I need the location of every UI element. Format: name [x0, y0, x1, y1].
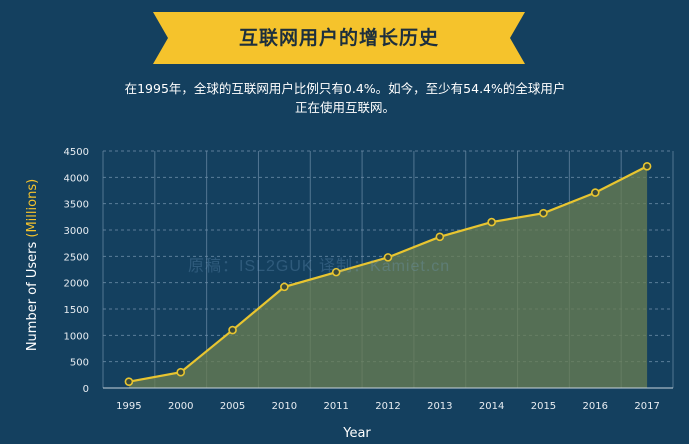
data-point: [383, 253, 393, 262]
y-tick-label: 1500: [64, 305, 89, 316]
y-tick-label: 2500: [64, 252, 89, 263]
x-tick-label: 2017: [634, 401, 659, 412]
chart-title: 互联网用户的增长历史: [238, 27, 439, 49]
data-point: [331, 267, 341, 277]
data-point: [487, 217, 496, 227]
watermark: 原稿：ISL2GUK 译制：Kamiet.cn: [188, 258, 451, 275]
y-tick-label: 4000: [64, 173, 89, 184]
series-area: [128, 166, 648, 388]
y-axis-title-main: Number of Users: [25, 238, 40, 352]
data-point: [228, 325, 237, 335]
data-point: [280, 282, 289, 292]
data-point: [124, 377, 134, 386]
x-tick-label: 2010: [272, 401, 297, 412]
y-tick-label: 0: [83, 384, 89, 395]
x-tick-label: 2000: [168, 401, 193, 412]
x-tick-label: 1995: [116, 401, 141, 412]
y-tick-label: 3000: [64, 226, 89, 237]
x-tick-label: 2012: [375, 401, 400, 412]
y-tick-label: 1000: [64, 331, 89, 342]
y-tick-label: 4500: [64, 147, 89, 158]
x-tick-label: 2013: [427, 401, 452, 412]
y-tick-label: 500: [70, 358, 89, 369]
y-tick-label: 3500: [64, 200, 89, 211]
data-point: [539, 208, 548, 218]
x-tick-label: 2011: [323, 401, 348, 412]
x-tick-label: 2005: [220, 401, 245, 412]
x-tick-label: 2016: [583, 401, 608, 412]
data-point: [435, 232, 445, 242]
y-axis-title: Number of Users (Millions): [25, 179, 40, 351]
data-point: [590, 188, 600, 197]
subtitle-line-1: 在1995年，全球的互联网用户比例只有0.4%。如今，至少有54.4%的全球用户: [124, 81, 566, 96]
x-axis-title: Year: [342, 426, 371, 441]
subtitle-line-2: 正在使用互联网。: [294, 100, 395, 115]
y-axis-title-unit: (Millions): [25, 179, 40, 238]
banner-ribbon-shape: [153, 12, 525, 64]
y-tick-label: 2000: [64, 279, 89, 290]
data-point: [642, 161, 652, 171]
x-tick-label: 2015: [531, 401, 556, 412]
title-banner: 互联网用户的增长历史: [153, 12, 525, 64]
data-point: [176, 367, 186, 377]
x-tick-label: 2014: [479, 401, 504, 412]
